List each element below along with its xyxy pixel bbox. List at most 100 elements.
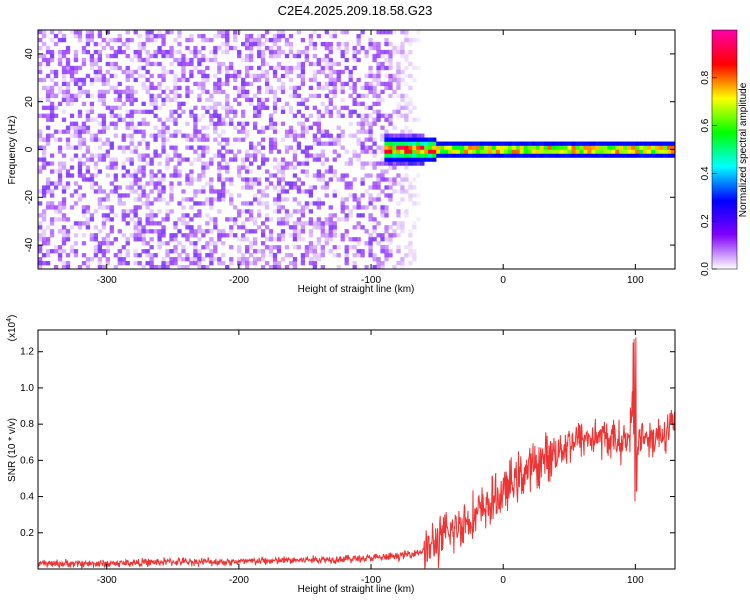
heatmap-cell xyxy=(209,261,214,266)
heatmap-cell xyxy=(344,261,349,266)
heatmap-cell xyxy=(388,30,393,35)
heatmap-cell xyxy=(356,113,361,118)
heatmap-cell xyxy=(312,30,317,35)
heatmap-cell xyxy=(125,249,130,254)
heatmap-cell xyxy=(547,153,552,158)
heatmap-cell xyxy=(57,209,63,214)
heatmap-cell xyxy=(416,30,421,35)
heatmap-cell xyxy=(57,37,63,43)
heatmap-cell xyxy=(340,30,345,35)
heatmap-cell xyxy=(340,53,345,59)
heatmap-cell xyxy=(237,225,242,230)
heatmap-cell xyxy=(161,177,166,182)
heatmap-cell xyxy=(249,73,254,79)
heatmap-cell xyxy=(671,141,676,146)
heatmap-cell xyxy=(392,221,397,226)
heatmap-cell xyxy=(276,149,282,154)
heatmap-cell xyxy=(647,141,652,146)
heatmap-cell xyxy=(388,177,393,182)
heatmap-cell xyxy=(372,265,377,270)
heatmap-cell xyxy=(344,245,349,250)
heatmap-cell xyxy=(647,153,652,158)
heatmap-cell xyxy=(260,145,266,150)
heatmap-cell xyxy=(65,69,71,75)
heatmap-cell xyxy=(185,265,190,270)
heatmap-cell xyxy=(221,33,226,39)
heatmap-cell xyxy=(515,141,521,146)
heatmap-cell xyxy=(503,149,509,154)
heatmap-cell xyxy=(205,57,210,63)
heatmap-cell xyxy=(336,177,341,182)
heatmap-cell xyxy=(77,225,83,230)
heatmap-cell xyxy=(197,265,202,270)
heatmap-cell xyxy=(149,177,154,182)
heatmap-cell xyxy=(384,193,389,198)
heatmap-cell xyxy=(316,221,321,226)
heatmap-cell xyxy=(308,93,314,99)
heatmap-cell xyxy=(85,113,91,118)
heatmap-cell xyxy=(559,145,564,150)
heatmap-cell xyxy=(245,245,250,250)
heatmap-cell xyxy=(193,65,198,71)
heatmap-cell xyxy=(97,57,102,63)
heatmap-cell xyxy=(296,49,302,55)
heatmap-cell xyxy=(364,205,369,210)
heatmap-cell xyxy=(535,153,540,158)
heatmap-cell xyxy=(229,193,234,198)
heatmap-cell xyxy=(73,69,79,75)
heatmap-cell xyxy=(157,49,162,55)
heatmap-cell xyxy=(384,85,389,91)
heatmap-cell xyxy=(320,41,325,47)
heatmap-cell xyxy=(344,65,349,71)
heatmap-cell xyxy=(109,205,114,210)
heatmap-cell xyxy=(153,181,158,186)
heatmap-cell xyxy=(615,153,620,158)
heatmap-cell xyxy=(252,193,258,198)
heatmap-cell xyxy=(312,141,317,146)
heatmap-cell xyxy=(237,101,242,106)
heatmap-cell xyxy=(197,57,202,63)
heatmap-cell xyxy=(233,33,238,39)
heatmap-cell xyxy=(45,181,51,186)
heatmap-cell xyxy=(205,97,210,102)
heatmap-cell xyxy=(121,117,126,122)
heatmap-cell xyxy=(201,85,206,91)
heatmap-cell xyxy=(276,261,282,266)
heatmap-cell xyxy=(57,137,63,142)
heatmap-cell xyxy=(53,113,59,118)
heatmap-cell xyxy=(133,109,138,114)
heatmap-cells xyxy=(38,30,676,270)
heatmap-cell xyxy=(141,101,146,106)
heatmap-cell xyxy=(356,157,361,162)
heatmap-cell xyxy=(201,161,206,166)
heatmap-cell xyxy=(292,85,298,91)
heatmap-cell xyxy=(276,197,282,202)
heatmap-cell xyxy=(101,77,106,83)
heatmap-cell xyxy=(185,89,190,95)
heatmap-cell xyxy=(360,129,365,134)
heatmap-cell xyxy=(304,105,310,110)
heatmap-cell xyxy=(233,45,238,51)
heatmap-cell xyxy=(499,149,505,154)
heatmap-cell xyxy=(77,197,83,202)
heatmap-cell xyxy=(169,61,174,67)
heatmap-cell xyxy=(213,109,218,114)
heatmap-cell xyxy=(276,193,282,198)
heatmap-cell xyxy=(189,69,194,75)
heatmap-cell xyxy=(177,173,182,178)
heatmap-cell xyxy=(452,153,457,158)
heatmap-cell xyxy=(73,181,79,186)
heatmap-cell xyxy=(125,121,130,126)
heatmap-cell xyxy=(515,153,521,158)
heatmap-cell xyxy=(165,241,170,246)
heatmap-cell xyxy=(165,97,170,102)
heatmap-cell xyxy=(193,149,198,154)
heatmap-cell xyxy=(292,197,298,202)
heatmap-cell xyxy=(85,265,91,270)
heatmap-cell xyxy=(583,145,588,150)
heatmap-cell xyxy=(316,197,321,202)
heatmap-cell xyxy=(404,177,409,182)
heatmap-cell xyxy=(129,73,134,79)
heatmap-cell xyxy=(157,241,162,246)
heatmap-cell xyxy=(165,85,170,91)
